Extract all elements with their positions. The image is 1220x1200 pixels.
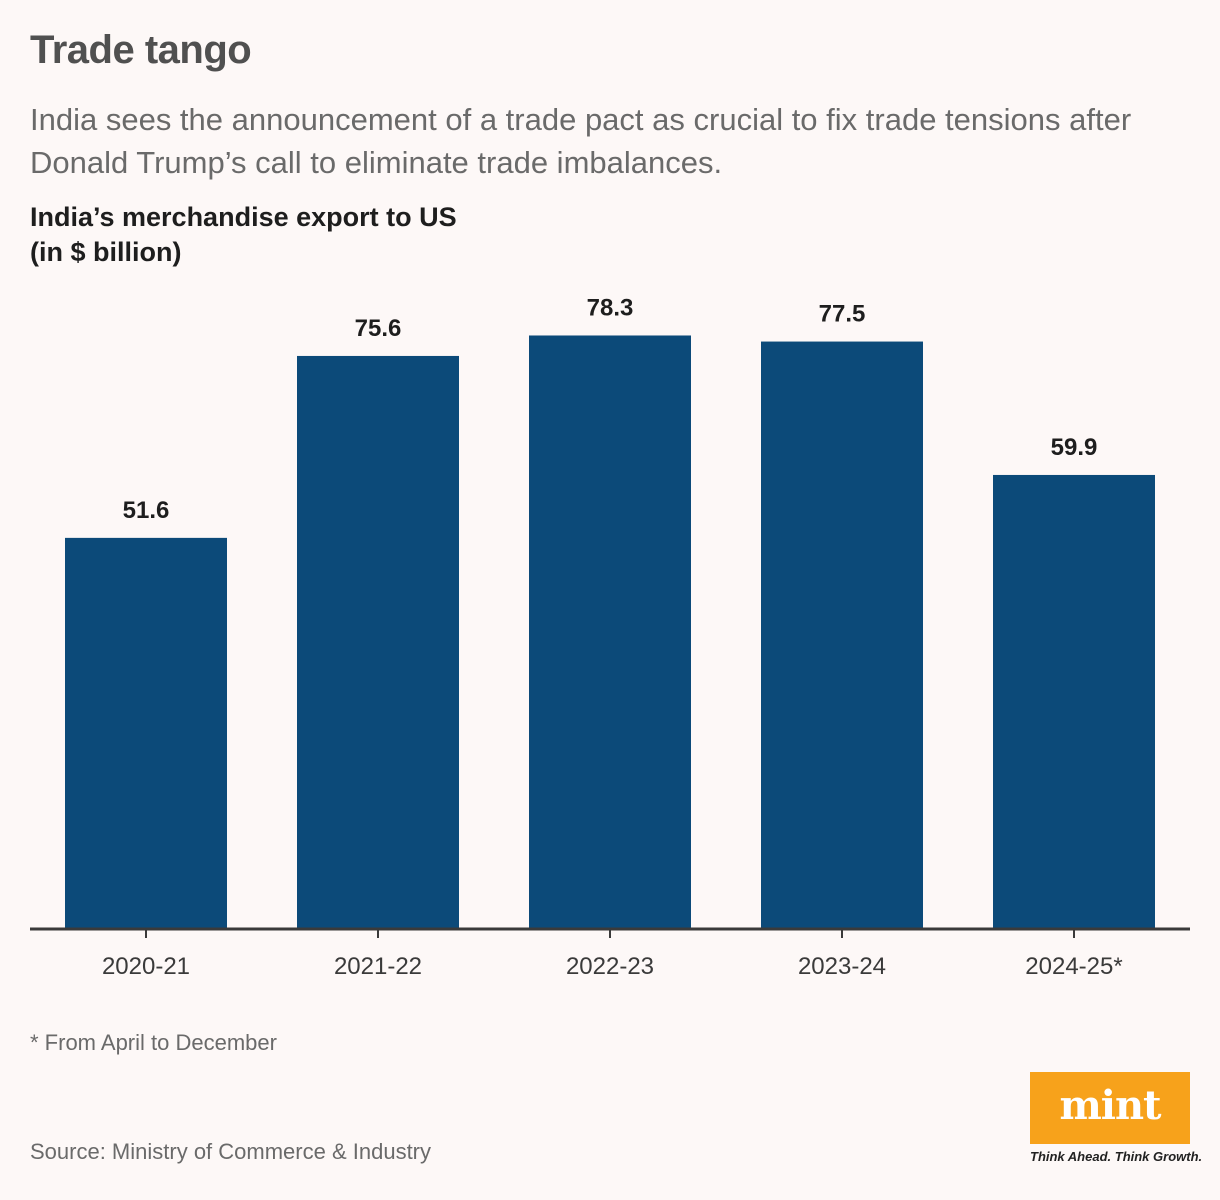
x-tick-label: 2021-22: [334, 953, 422, 980]
x-tick-label: 2022-23: [566, 953, 654, 980]
footnote: * From April to December: [30, 1030, 277, 1055]
x-tick-label: 2020-21: [102, 953, 190, 980]
bar-chart: 51.6 2020-21 75.6 2021-22 78.3 2022-23 77.5 202…: [30, 294, 1190, 980]
data-label: 51.6: [123, 497, 170, 524]
logo-text: mint: [1059, 1081, 1161, 1129]
chart-heading-line1: India’s merchandise export to US: [30, 202, 457, 232]
source-note: Source: Ministry of Commerce & Industry: [30, 1139, 432, 1164]
data-label: 78.3: [587, 294, 634, 321]
bar: [297, 355, 459, 929]
chart-subtitle: India sees the announcement of a trade p…: [30, 102, 1132, 180]
chart-title: Trade tango: [30, 28, 252, 72]
mint-logo: mint: [1030, 1072, 1190, 1144]
bar: [993, 474, 1155, 929]
data-label: 75.6: [355, 315, 402, 342]
bar: [65, 537, 227, 929]
x-tick-label: 2024-25*: [1025, 953, 1122, 980]
data-label: 77.5: [819, 301, 866, 328]
chart-heading-line2: (in $ billion): [30, 237, 182, 267]
bar: [529, 335, 691, 930]
data-label: 59.9: [1051, 434, 1098, 461]
logo-tagline: Think Ahead. Think Growth.: [1030, 1149, 1203, 1164]
x-tick-label: 2023-24: [798, 953, 886, 980]
bar: [761, 341, 923, 929]
chart-heading: India’s merchandise export to US (in $ b…: [30, 200, 457, 270]
